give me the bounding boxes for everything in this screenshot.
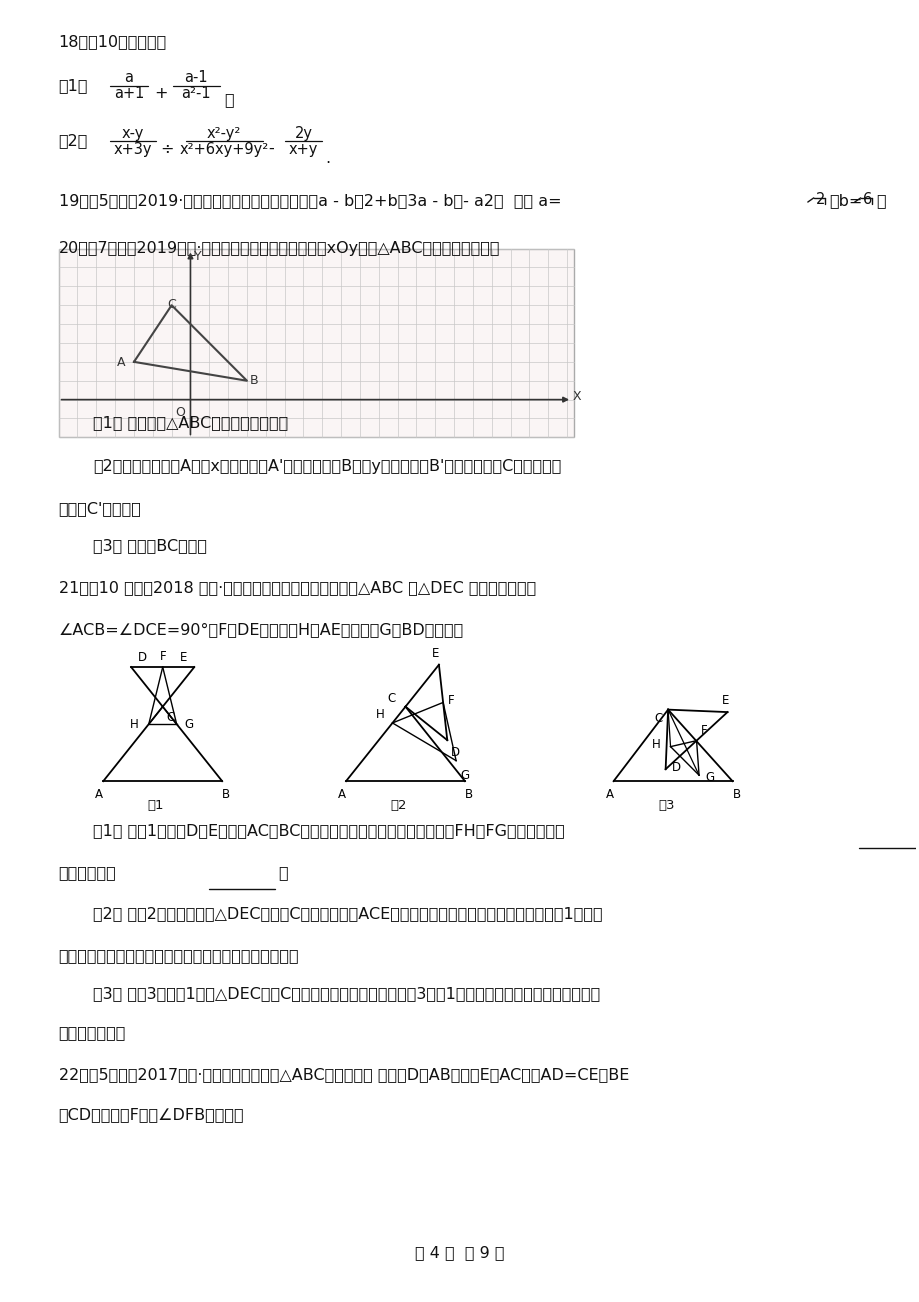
Text: G: G xyxy=(460,768,469,781)
Text: （3） 求线段BC的长．: （3） 求线段BC的长． xyxy=(93,538,207,553)
Text: B: B xyxy=(221,788,230,801)
Text: 6: 6 xyxy=(862,193,871,207)
Text: 和位置关系为: 和位置关系为 xyxy=(59,865,117,880)
Text: H: H xyxy=(652,738,660,751)
Text: 猜想是否还成立，若成立，请证明，不成立请说明理由；: 猜想是否还成立，若成立，请证明，不成立请说明理由； xyxy=(59,948,299,963)
Text: x²-y²: x²-y² xyxy=(207,126,241,141)
Text: 2: 2 xyxy=(815,193,824,207)
Text: E: E xyxy=(432,647,439,660)
Text: a+1: a+1 xyxy=(114,86,144,102)
Text: x+y: x+y xyxy=(289,142,318,156)
Text: H: H xyxy=(375,708,384,721)
Text: G: G xyxy=(185,717,194,730)
Text: （2） 如图2，若将三角板△DEC绕着点C顺时针旋转至ACE在一条直线上时，其余条件均不变，则（1）中的: （2） 如图2，若将三角板△DEC绕着点C顺时针旋转至ACE在一条直线上时，其余… xyxy=(93,906,602,922)
Text: （2）: （2） xyxy=(59,133,88,148)
Text: 21．（10 分）（2018 八上·城东月考）两块等腰直角三角板△ABC 和△DEC 如图摆放，其中: 21．（10 分）（2018 八上·城东月考）两块等腰直角三角板△ABC 和△D… xyxy=(59,581,536,595)
Text: ．: ． xyxy=(876,193,885,208)
Text: C: C xyxy=(653,712,662,725)
Text: ÷: ÷ xyxy=(161,142,174,156)
Text: ∠ACB=∠DCE=90°，F是DE的中点，H是AE的中点，G是BD的中点．: ∠ACB=∠DCE=90°，F是DE的中点，H是AE的中点，G是BD的中点． xyxy=(59,622,463,637)
Text: a-1: a-1 xyxy=(185,70,208,85)
Text: ；: ； xyxy=(224,92,233,108)
Text: a: a xyxy=(124,70,133,85)
Text: A: A xyxy=(605,788,613,801)
Text: X: X xyxy=(573,389,581,402)
Text: （3） 如图3，将图1中的△DEC绕点C顺时针旋转一个锐角，得到图3，（1）中的猜想还成立吗？直接写出结: （3） 如图3，将图1中的△DEC绕点C顺时针旋转一个锐角，得到图3，（1）中的… xyxy=(93,986,600,1001)
Text: ；: ； xyxy=(278,865,288,880)
Text: C: C xyxy=(166,711,175,724)
Text: O: O xyxy=(176,406,186,418)
Text: a²-1: a²-1 xyxy=(181,86,211,102)
Text: E: E xyxy=(180,651,187,664)
Text: 20．（7分）（2019八上·泰兴期中）在平面直角坐标系xOy中，△ABC的位置如图所示．: 20．（7分）（2019八上·泰兴期中）在平面直角坐标系xOy中，△ABC的位置… xyxy=(59,241,500,255)
Text: （2）分别写出顶点A关于x轴对称的点A'的坐标、顶点B关于y轴对称的点B'的坐标及顶点C关于原点对: （2）分别写出顶点A关于x轴对称的点A'的坐标、顶点B关于y轴对称的点B'的坐标… xyxy=(93,460,562,474)
Text: 与CD相交于点F，求∠DFB的度数。: 与CD相交于点F，求∠DFB的度数。 xyxy=(59,1107,244,1122)
Text: D: D xyxy=(671,760,680,773)
Text: E: E xyxy=(721,694,729,707)
Text: 称的点C'的坐标；: 称的点C'的坐标； xyxy=(59,501,142,516)
Text: A: A xyxy=(337,788,346,801)
Text: F: F xyxy=(699,724,707,737)
Text: 论，不用证明．: 论，不用证明． xyxy=(59,1026,126,1040)
Text: x+3y: x+3y xyxy=(114,142,152,156)
Text: 图2: 图2 xyxy=(391,799,407,812)
Text: ，b=: ，b= xyxy=(828,193,861,208)
Text: F: F xyxy=(159,650,165,663)
Text: 2y: 2y xyxy=(294,126,312,141)
Text: Y: Y xyxy=(194,250,202,263)
Text: 图3: 图3 xyxy=(657,799,674,812)
Text: B: B xyxy=(250,374,258,387)
Text: 19．（5分）（2019·崇川模拟）先化简，再求值：（a - b）2+b（3a - b）- a2，  其中 a=: 19．（5分）（2019·崇川模拟）先化简，再求值：（a - b）2+b（3a … xyxy=(59,193,561,208)
Text: A: A xyxy=(96,788,103,801)
Text: G: G xyxy=(704,771,713,784)
Text: （1）: （1） xyxy=(59,78,88,92)
Text: 图1: 图1 xyxy=(148,799,165,812)
Text: 22．（5分）（2017八上·密山期中）如图，△ABC是等边三角 形，点D在AB上，点E在AC上且AD=CE，BE: 22．（5分）（2017八上·密山期中）如图，△ABC是等边三角 形，点D在AB… xyxy=(59,1068,629,1082)
Text: 第 4 页  共 9 页: 第 4 页 共 9 页 xyxy=(414,1245,505,1260)
Bar xyxy=(59,249,573,437)
Text: C: C xyxy=(387,691,395,704)
Text: C: C xyxy=(167,298,176,311)
Text: .: . xyxy=(325,151,330,167)
Text: D: D xyxy=(450,746,460,759)
Text: D: D xyxy=(138,651,147,664)
Text: A: A xyxy=(117,355,126,368)
Text: +: + xyxy=(153,86,167,100)
Text: 18．（10分）计算：: 18．（10分）计算： xyxy=(59,34,166,49)
Text: B: B xyxy=(732,788,740,801)
Text: （1） 如图1，若点D、E分别在AC、BC的延长线上，通过观察和测量，猜想FH和FG的数量关系为: （1） 如图1，若点D、E分别在AC、BC的延长线上，通过观察和测量，猜想FH和… xyxy=(93,823,564,838)
Text: x-y: x-y xyxy=(121,126,144,141)
Text: （1） 分别写出△ABC各个顶点的坐标；: （1） 分别写出△ABC各个顶点的坐标； xyxy=(93,415,289,431)
Text: x²+6xy+9y²: x²+6xy+9y² xyxy=(179,142,268,156)
Text: B: B xyxy=(464,788,472,801)
Text: -: - xyxy=(267,142,273,156)
Text: F: F xyxy=(448,694,454,707)
Text: H: H xyxy=(130,717,139,730)
